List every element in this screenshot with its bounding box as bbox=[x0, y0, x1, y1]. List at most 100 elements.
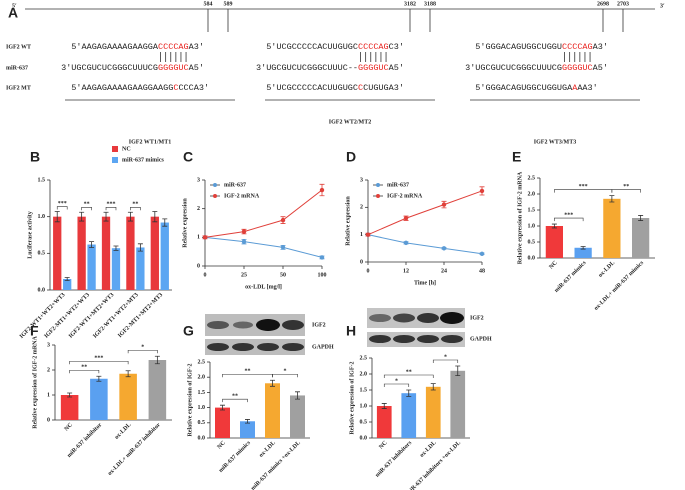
blot-label: IGF2 bbox=[312, 322, 326, 328]
significance-label: * bbox=[141, 345, 144, 351]
sequence-part: A bbox=[572, 83, 578, 93]
bar bbox=[545, 226, 563, 258]
legend-marker bbox=[376, 183, 380, 187]
y-axis-label: Relative expression of IGF-2 bbox=[349, 361, 355, 434]
y-tick-label: 1.0 bbox=[198, 405, 206, 411]
significance-bracket bbox=[554, 189, 613, 193]
error-bar bbox=[96, 375, 102, 382]
three-prime: 3′ bbox=[660, 3, 665, 9]
row-label: IGF2 WT bbox=[6, 44, 31, 50]
legend-swatch bbox=[112, 146, 118, 152]
error-bar bbox=[220, 404, 225, 411]
error-bar bbox=[54, 211, 60, 223]
x-tick-label: 12 bbox=[403, 268, 409, 274]
y-tick-label: 2.5 bbox=[198, 359, 206, 365]
point bbox=[403, 216, 409, 221]
significance-bracket bbox=[130, 206, 141, 211]
x-tick-label: ox-LDL+ miR-637 inhibitor bbox=[107, 422, 162, 477]
group-label: IGF2 WT3/MT3 bbox=[534, 139, 576, 145]
point bbox=[441, 202, 447, 207]
blot-label: GAPDH bbox=[312, 344, 334, 350]
sequence-part: A5′ bbox=[593, 63, 608, 73]
error-bar bbox=[64, 277, 70, 281]
x-tick-label: 24 bbox=[441, 268, 447, 274]
legend-marker bbox=[376, 194, 380, 198]
y-tick-label: 1 bbox=[197, 235, 200, 241]
legend-marker bbox=[213, 194, 217, 198]
point bbox=[280, 217, 286, 223]
y-tick-label: 2.0 bbox=[360, 371, 368, 377]
sequence-part: A3′ bbox=[189, 42, 204, 52]
blot-label: IGF2 bbox=[470, 315, 484, 321]
y-axis-label: Relative expression of IGF-2 mRNA bbox=[517, 171, 523, 264]
y-tick-label: 1.0 bbox=[360, 403, 368, 409]
sequence-part: 5′AAGAGAAAAGAAGGAAGG bbox=[71, 83, 173, 93]
point bbox=[280, 245, 286, 250]
sequence: 3′UGCGUCUCGGGCUUUC--GGGGUCA5′ bbox=[256, 63, 404, 73]
position-label: 2703 bbox=[617, 1, 629, 7]
y-tick-label: 1.5 bbox=[528, 207, 536, 213]
panel-letter: B bbox=[30, 149, 40, 165]
sequence-part: 3′UGCGUCUCGGGCUUUC-- bbox=[256, 63, 358, 73]
y-tick-label: 1 bbox=[360, 232, 363, 238]
significance-bracket bbox=[81, 206, 92, 211]
y-tick-label: 2 bbox=[360, 205, 363, 211]
bar bbox=[101, 216, 111, 290]
x-tick-label: IGF2-WT1+MT2+WT3 bbox=[68, 292, 115, 339]
point bbox=[319, 255, 325, 260]
x-tick-label: miR-637 mimics +ox-LDL bbox=[250, 440, 302, 490]
y-tick-label: 1.5 bbox=[360, 387, 368, 393]
blot-h bbox=[367, 308, 465, 347]
sequence: 5′AAGAGAAAAGAAGGACCCCAGA3′ bbox=[71, 42, 204, 52]
y-tick-label: 0.5 bbox=[198, 420, 206, 426]
position-label: 3188 bbox=[424, 1, 436, 7]
error-bar bbox=[125, 370, 131, 378]
y-tick-label: 2 bbox=[197, 206, 200, 212]
legend-label: IGF-2 mRNA bbox=[387, 193, 423, 199]
sequence-part: GGGGUC bbox=[562, 63, 593, 73]
y-tick-label: 1.5 bbox=[198, 390, 206, 396]
error-bar bbox=[455, 365, 461, 376]
sequence-part: CCCCAG bbox=[158, 42, 189, 52]
significance-bracket bbox=[272, 373, 298, 378]
line-series bbox=[204, 189, 323, 238]
significance-bracket bbox=[383, 374, 434, 378]
y-tick-label: 2.5 bbox=[528, 175, 536, 181]
x-axis-label: Time [h] bbox=[414, 280, 436, 286]
sequence-part: AA3′ bbox=[577, 83, 597, 93]
sequence-part: GGGGUC bbox=[358, 63, 389, 73]
significance-label: ** bbox=[623, 184, 629, 190]
line-series bbox=[367, 190, 483, 236]
bar bbox=[77, 216, 86, 290]
significance-bracket bbox=[611, 189, 641, 193]
y-tick-label: 3 bbox=[47, 342, 50, 348]
sequence: 5′GGGACAGUGGCUGGUCCCCAGA3′ bbox=[475, 42, 608, 52]
sequence-part: A5′ bbox=[189, 63, 204, 73]
sequence-part: CCCCAG bbox=[358, 42, 389, 52]
significance-bracket bbox=[222, 398, 248, 403]
legend-label: miR-637 bbox=[224, 182, 246, 188]
line-series bbox=[204, 236, 323, 258]
y-axis-label: Relative expression of IGF-2 mRNA bbox=[32, 336, 38, 429]
bar bbox=[160, 222, 169, 290]
bar bbox=[63, 279, 72, 290]
error-bar bbox=[580, 246, 586, 250]
y-axis-label: Relative expression bbox=[345, 196, 351, 246]
legend-label: miR-637 bbox=[387, 182, 409, 188]
bar bbox=[290, 395, 305, 438]
significance-label: *** bbox=[94, 356, 103, 362]
y-tick-label: 3 bbox=[360, 177, 363, 183]
significance-label: ** bbox=[81, 365, 87, 371]
line-series bbox=[367, 234, 483, 255]
y-tick-label: 1.0 bbox=[38, 214, 46, 220]
bar bbox=[574, 247, 592, 258]
bar bbox=[632, 218, 650, 258]
y-tick-label: 2.0 bbox=[198, 375, 206, 381]
point bbox=[441, 246, 447, 251]
sequence-part: 5′GGGACAGUGGCUGGU bbox=[475, 42, 562, 52]
x-tick-label: NC bbox=[217, 440, 227, 450]
bar bbox=[90, 378, 108, 420]
error-bar bbox=[103, 211, 109, 222]
significance-label: ** bbox=[84, 202, 90, 208]
sequence: 5′UCGCCCCCACUUGUGCCCUGUGA3′ bbox=[266, 83, 404, 93]
